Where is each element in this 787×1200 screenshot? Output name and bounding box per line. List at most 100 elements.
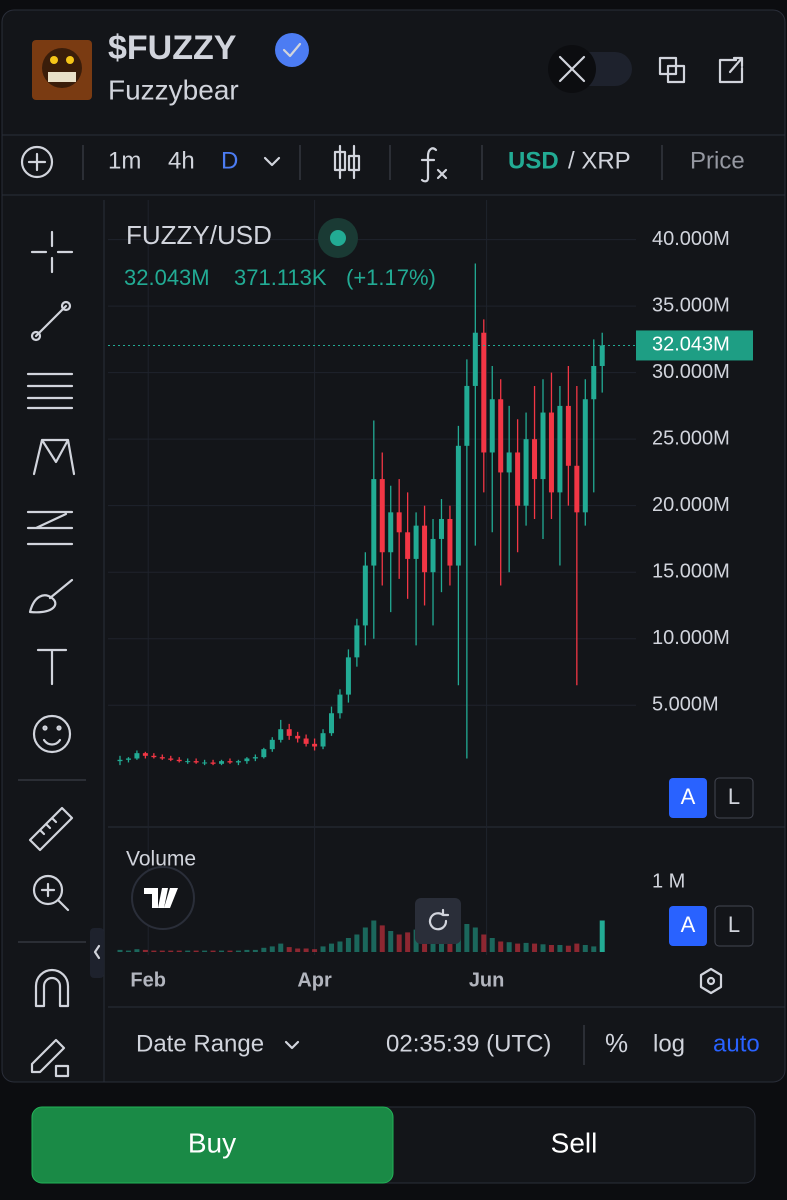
volume-bar <box>489 938 495 952</box>
date-range[interactable]: Date Range <box>136 1030 264 1057</box>
sell-label[interactable]: Sell <box>551 1127 598 1158</box>
volume-bar <box>540 944 546 952</box>
x-logo <box>558 55 586 83</box>
pattern[interactable] <box>32 438 76 476</box>
volume-bar <box>438 939 444 952</box>
auto-button[interactable] <box>669 906 707 946</box>
auto[interactable]: auto <box>713 1030 760 1057</box>
fib[interactable] <box>26 372 74 410</box>
candle-body <box>388 512 394 553</box>
auto-button[interactable] <box>669 778 707 818</box>
price-toggle[interactable]: Price <box>690 147 745 174</box>
candle-body <box>286 729 292 736</box>
y-tick-label: 15.000M <box>652 560 730 582</box>
reset[interactable] <box>415 898 461 944</box>
zoom[interactable] <box>32 874 64 906</box>
legend-change-pct: (+1.17%) <box>346 265 436 290</box>
button-label[interactable]: L <box>728 912 740 937</box>
volume-bar <box>235 950 241 952</box>
volume-bar <box>295 948 301 952</box>
candle-body <box>582 399 588 513</box>
settings[interactable] <box>699 967 723 995</box>
candle-body <box>599 345 605 366</box>
candle-body <box>413 525 419 559</box>
crosshair[interactable] <box>30 230 74 274</box>
volume-bar <box>142 949 148 952</box>
collapse[interactable] <box>90 928 104 978</box>
log-button[interactable] <box>714 777 754 819</box>
emoji[interactable] <box>32 714 72 754</box>
percent[interactable]: % <box>605 1028 628 1058</box>
x-tick-label: Apr <box>297 969 332 991</box>
avatar-eye <box>66 56 74 64</box>
pair-rest[interactable]: / XRP <box>568 147 631 174</box>
candle-body <box>320 733 326 747</box>
external-icon[interactable] <box>718 56 744 84</box>
volume-bar <box>151 950 157 952</box>
volume-title: Volume <box>126 848 196 871</box>
y-tick-label: 10.000M <box>652 627 730 649</box>
projection[interactable] <box>26 510 74 546</box>
volume-bar <box>269 946 275 952</box>
volume-bar <box>168 950 174 952</box>
quote-currency[interactable]: USD <box>508 147 559 174</box>
candle-body <box>345 657 351 695</box>
volume-bar <box>498 941 504 952</box>
verified-check <box>282 42 302 58</box>
candle-body <box>176 759 182 762</box>
candle-body <box>193 761 199 763</box>
lock-pencil[interactable] <box>30 1038 66 1074</box>
candle-body <box>422 525 428 573</box>
add-icon[interactable] <box>20 145 54 179</box>
candle-body <box>269 739 275 750</box>
add-plus <box>27 152 47 172</box>
ruler[interactable] <box>28 806 74 852</box>
legend-change: 371.113K <box>234 265 327 290</box>
button-label[interactable]: A <box>681 784 696 809</box>
candle-body <box>151 755 157 758</box>
text-tool[interactable] <box>36 648 68 686</box>
candle-body <box>438 518 444 539</box>
candle-body <box>159 757 165 759</box>
status-dot <box>330 230 346 246</box>
candle-body <box>337 694 343 714</box>
candle-body <box>565 405 571 466</box>
brush[interactable] <box>28 578 74 614</box>
smile <box>42 738 62 746</box>
x-tick-label: Feb <box>130 969 166 991</box>
candle-body <box>295 735 301 739</box>
button-label[interactable]: A <box>681 912 696 937</box>
candle-icon-a <box>333 150 347 172</box>
volume-bar <box>582 945 588 952</box>
interval[interactable]: D <box>221 147 238 174</box>
volume-bar <box>430 938 436 952</box>
candle-body <box>498 399 504 473</box>
log-button[interactable] <box>714 905 754 947</box>
last-price-tag <box>636 330 753 361</box>
candle-body <box>312 743 318 747</box>
chevron[interactable] <box>284 1040 300 1050</box>
magnet[interactable] <box>34 968 70 1008</box>
log[interactable]: log <box>653 1030 685 1057</box>
zoom-plus <box>40 882 70 912</box>
volume-bar <box>565 945 571 952</box>
token-name: Fuzzybear <box>108 74 239 105</box>
volume-bar <box>515 943 521 952</box>
chevron[interactable] <box>263 156 281 167</box>
volume-bar <box>447 938 453 952</box>
buy-label[interactable]: Buy <box>188 1127 236 1158</box>
trendline[interactable] <box>34 304 68 338</box>
y-tick-label: 35.000M <box>652 294 730 316</box>
volume-bar <box>312 949 318 952</box>
buy-button[interactable] <box>31 1106 394 1184</box>
candle-body <box>464 385 470 446</box>
candle-body <box>235 761 241 763</box>
verified-badge <box>275 33 309 67</box>
fx-icon[interactable] <box>420 147 448 183</box>
interval[interactable]: 4h <box>168 147 195 174</box>
volume-bar <box>405 932 411 952</box>
interval[interactable]: 1m <box>108 147 141 174</box>
button-label[interactable]: L <box>728 784 740 809</box>
reset-icon <box>428 908 450 931</box>
